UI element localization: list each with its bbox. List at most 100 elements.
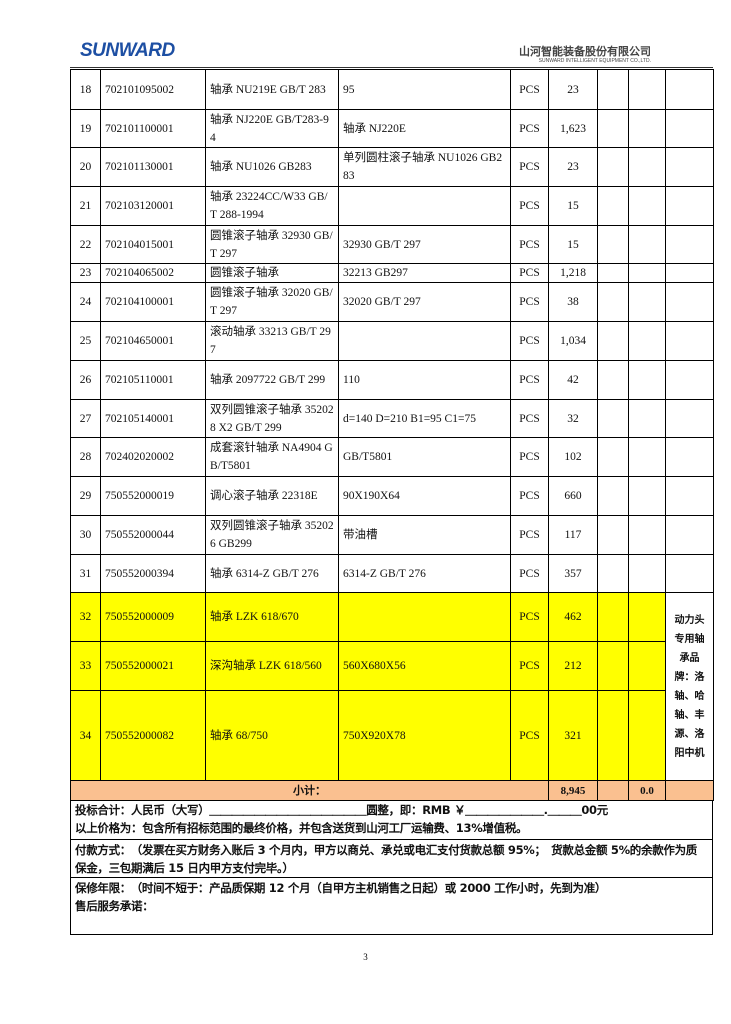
remark-cell (665, 109, 714, 148)
unit: PCS (510, 147, 549, 187)
unit: PCS (510, 554, 549, 593)
amount-cell (628, 641, 666, 691)
amount-cell (628, 186, 666, 226)
price-cell (597, 437, 629, 477)
row-number: 26 (70, 360, 101, 400)
notes: 投标合计：人民币（大写）＿＿＿＿＿＿＿＿＿＿＿＿＿＿圆整，即：RMB ￥＿＿＿＿… (70, 800, 713, 935)
item-code: 702101130001 (100, 147, 206, 187)
item-name: 轴承 LZK 618/670 (205, 592, 339, 642)
item-name: 调心滚子轴承 22318E (205, 476, 339, 516)
quantity: 117 (548, 515, 598, 555)
price-cell (597, 399, 629, 438)
table-row: 33 750552000021 深沟轴承 LZK 618/560 560X680X56… (70, 641, 714, 691)
subtotal-empty (597, 780, 629, 801)
quantity: 42 (548, 360, 598, 400)
price-cell (597, 321, 629, 361)
service-line: 售后服务承诺： (75, 899, 154, 913)
table-row: 20 702101130001 轴承 NU1026 GB283 单列圆柱滚子轴承 NU… (70, 147, 714, 187)
subtotal-label: 小计： (70, 780, 549, 801)
amount-cell (628, 690, 666, 781)
remark-cell (665, 69, 714, 110)
amount-cell (628, 360, 666, 400)
item-spec: d=140 D=210 B1=95 C1=75 (338, 399, 511, 438)
item-spec: 轴承 NJ220E (338, 109, 511, 148)
item-code: 702104100001 (100, 282, 206, 322)
table-row: 28 702402020002 成套滚针轴承 NA4904 GB/T5801 GB/T… (70, 437, 714, 477)
price-cell (597, 641, 629, 691)
remark-cell (665, 554, 714, 593)
remark-cell (665, 437, 714, 477)
subtotal-qty: 8,945 (548, 780, 598, 801)
item-spec: 32213 GB297 (338, 263, 511, 283)
logo: SUNWARD (80, 40, 175, 61)
item-name: 圆锥滚子轴承 (205, 263, 339, 283)
table-row: 24 702104100001 圆锥滚子轴承 32020 GB/T 297 32020… (70, 282, 714, 322)
item-name: 双列圆锥滚子轴承 352028 X2 GB/T 299 (205, 399, 339, 438)
row-number: 29 (70, 476, 101, 516)
item-code: 702104650001 (100, 321, 206, 361)
unit: PCS (510, 360, 549, 400)
item-spec: 750X920X78 (338, 690, 511, 781)
quantity: 1,034 (548, 321, 598, 361)
row-number: 32 (70, 592, 101, 642)
remark-cell (665, 360, 714, 400)
item-name: 轴承 NU219E GB/T 283 (205, 69, 339, 110)
row-number: 30 (70, 515, 101, 555)
price-cell (597, 592, 629, 642)
item-code: 750552000044 (100, 515, 206, 555)
price-cell (597, 147, 629, 187)
item-spec (338, 321, 511, 361)
row-number: 34 (70, 690, 101, 781)
item-spec: 带油槽 (338, 515, 511, 555)
item-name: 双列圆锥滚子轴承 352026 GB299 (205, 515, 339, 555)
quantity: 1,623 (548, 109, 598, 148)
header-rule (70, 67, 713, 68)
remark: 动力头专用轴承品牌：洛轴、哈轴、丰源、洛阳中机 (665, 592, 714, 781)
item-code: 750552000082 (100, 690, 206, 781)
table-row: 18 702101095002 轴承 NU219E GB/T 283 95 PCS 23 (70, 69, 714, 110)
amount-cell (628, 321, 666, 361)
item-name: 圆锥滚子轴承 32930 GB/T 297 (205, 225, 339, 264)
item-code: 750552000019 (100, 476, 206, 516)
quantity: 15 (548, 186, 598, 226)
payment: 付款方式： （发票在买方财务入账后 3 个月内，甲方以商兑、承兑或电汇支付货款总… (70, 840, 713, 878)
unit: PCS (510, 592, 549, 642)
table-row: 23 702104065002 圆锥滚子轴承 32213 GB297 PCS 1,218 (70, 263, 714, 283)
item-spec: GB/T5801 (338, 437, 511, 477)
amount-cell (628, 109, 666, 148)
quantity: 321 (548, 690, 598, 781)
company-name-en: SUNWARD INTELLIGENT EQUIPMENT CO.,LTD. (538, 58, 651, 64)
quantity: 23 (548, 147, 598, 187)
amount-cell (628, 282, 666, 322)
row-number: 31 (70, 554, 101, 593)
warranty-line: 保修年限： （时间不短于：产品质保期 12 个月（自甲方主机销售之日起）或 20… (75, 881, 607, 895)
item-name: 成套滚针轴承 NA4904 GB/T5801 (205, 437, 339, 477)
row-number: 28 (70, 437, 101, 477)
amount-cell (628, 554, 666, 593)
unit: PCS (510, 690, 549, 781)
item-code: 702104015001 (100, 225, 206, 264)
amount-cell (628, 515, 666, 555)
table-row: 32 750552000009 轴承 LZK 618/670 PCS 462 动力头专用轴… (70, 592, 714, 781)
item-spec: 32930 GB/T 297 (338, 225, 511, 264)
table-row: 27 702105140001 双列圆锥滚子轴承 352028 X2 GB/T 29… (70, 399, 714, 438)
remark-cell (665, 399, 714, 438)
row-number: 24 (70, 282, 101, 322)
unit: PCS (510, 186, 549, 226)
remark-cell (665, 147, 714, 187)
remark-cell (665, 225, 714, 264)
item-spec: 6314-Z GB/T 276 (338, 554, 511, 593)
row-number: 20 (70, 147, 101, 187)
table-row: 22 702104015001 圆锥滚子轴承 32930 GB/T 297 32930… (70, 225, 714, 264)
quantity: 357 (548, 554, 598, 593)
item-code: 702402020002 (100, 437, 206, 477)
item-code: 750552000394 (100, 554, 206, 593)
item-spec: 95 (338, 69, 511, 110)
row-number: 21 (70, 186, 101, 226)
subtotal-row: 小计： 8,945 0.0 (70, 780, 714, 801)
item-spec: 32020 GB/T 297 (338, 282, 511, 322)
unit: PCS (510, 282, 549, 322)
item-name: 滚动轴承 33213 GB/T 297 (205, 321, 339, 361)
item-code: 702105140001 (100, 399, 206, 438)
